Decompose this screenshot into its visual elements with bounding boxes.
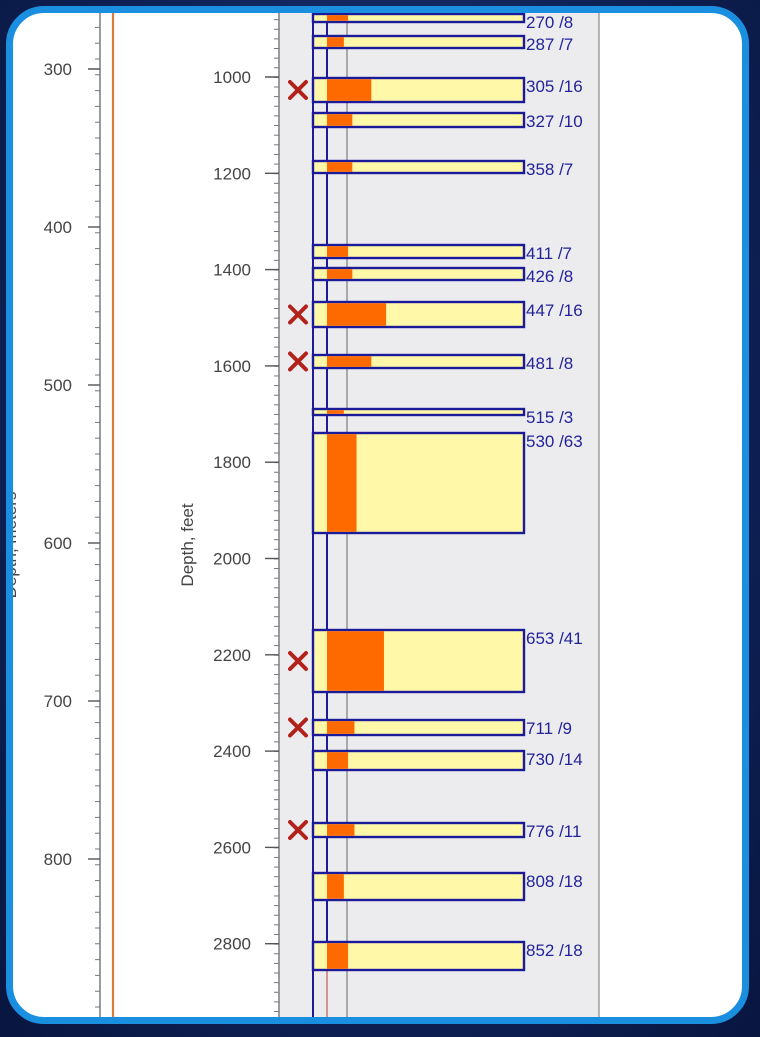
interval-label: 515 /3	[526, 408, 573, 427]
interval-fill	[327, 410, 344, 414]
meters-tick-label: 800	[44, 850, 72, 869]
feet-tick-label: 1000	[213, 68, 251, 87]
interval-fill	[327, 15, 349, 21]
interval-box	[311, 159, 526, 175]
x-mark-icon	[288, 651, 308, 671]
interval-fill	[327, 943, 349, 969]
interval-box	[311, 407, 526, 417]
x-mark-icon	[288, 351, 308, 372]
interval-label: 447 /16	[526, 301, 583, 320]
interval-label: 270 /8	[526, 13, 573, 32]
interval-column	[280, 13, 600, 1017]
interval-box	[311, 266, 526, 282]
interval-fill	[327, 824, 355, 836]
interval-label: 305 /16	[526, 77, 583, 96]
interval-box	[311, 821, 526, 839]
interval-box	[311, 34, 526, 50]
interval-label: 411 /7	[526, 244, 572, 263]
interval-fill	[327, 752, 349, 769]
interval-box	[311, 940, 526, 972]
interval-fill	[327, 356, 372, 367]
feet-tick-label: 1800	[213, 453, 251, 472]
interval-box	[311, 749, 526, 772]
interval-label: 730 /14	[526, 750, 583, 769]
meters-tick-label: 500	[44, 376, 72, 395]
interval-fill	[327, 79, 372, 101]
meters-tick-label: 700	[44, 692, 72, 711]
interval-fill	[327, 303, 387, 326]
x-mark-icon	[288, 820, 308, 840]
feet-tick-label: 1400	[213, 261, 251, 280]
x-mark-icon	[288, 717, 308, 738]
interval-box	[311, 13, 526, 24]
interval-fill	[327, 37, 344, 47]
x-mark-icon	[288, 304, 308, 325]
feet-tick-label: 1600	[213, 357, 251, 376]
interval-label: 776 /11	[526, 822, 581, 841]
interval-label: 653 /41	[526, 629, 583, 648]
meters-tick-label: 300	[44, 60, 72, 79]
interval-label: 711 /9	[526, 719, 572, 738]
interval-label: 426 /8	[526, 267, 573, 286]
x-mark-icon	[288, 80, 308, 100]
feet-depth-axis: 1000 1200 1400 1600 1800 2000 2200 2400 2600 2800…	[178, 13, 280, 1017]
feet-tick-label: 2000	[213, 550, 251, 569]
interval-box	[311, 718, 526, 737]
interval-labels: 270 /8 287 /7 305 /16 327 /10 358 /7 411 /7 42…	[526, 13, 583, 960]
slide-frame: 300 400 500 600 700 800 Depth, meters 1000 1200…	[6, 6, 749, 1024]
interval-fill	[327, 721, 355, 734]
interval-label: 852 /18	[526, 941, 583, 960]
feet-tick-label: 2400	[213, 742, 251, 761]
interval-label: 287 /7	[526, 35, 573, 54]
interval-fill	[327, 246, 349, 257]
interval-label: 327 /10	[526, 112, 583, 131]
feet-tick-label: 2800	[213, 935, 251, 954]
feet-tick-label: 2600	[213, 838, 251, 857]
meters-depth-axis: 300 400 500 600 700 800 Depth, meters	[13, 13, 115, 1017]
interval-label: 481 /8	[526, 354, 573, 373]
interval-fill	[327, 114, 353, 126]
interval-box	[311, 111, 526, 129]
interval-box	[311, 243, 526, 260]
meters-tick-label: 600	[44, 534, 72, 553]
interval-label: 808 /18	[526, 872, 583, 891]
interval-fill	[327, 434, 357, 532]
interval-markers	[288, 80, 308, 840]
meters-tick-label: 400	[44, 218, 72, 237]
feet-tick-label: 1200	[213, 164, 251, 183]
feet-tick-label: 2200	[213, 646, 251, 665]
interval-label: 530 /63	[526, 432, 583, 451]
interval-fill	[327, 162, 353, 172]
meters-axis-title: Depth, meters	[13, 492, 20, 599]
interval-fill	[327, 874, 344, 899]
feet-axis-title: Depth, feet	[178, 503, 197, 586]
interval-box	[311, 871, 526, 902]
interval-label: 358 /7	[526, 160, 573, 179]
interval-fill	[327, 631, 384, 691]
well-log-diagram: 300 400 500 600 700 800 Depth, meters 1000 1200…	[13, 13, 600, 1017]
interval-fill	[327, 269, 353, 279]
